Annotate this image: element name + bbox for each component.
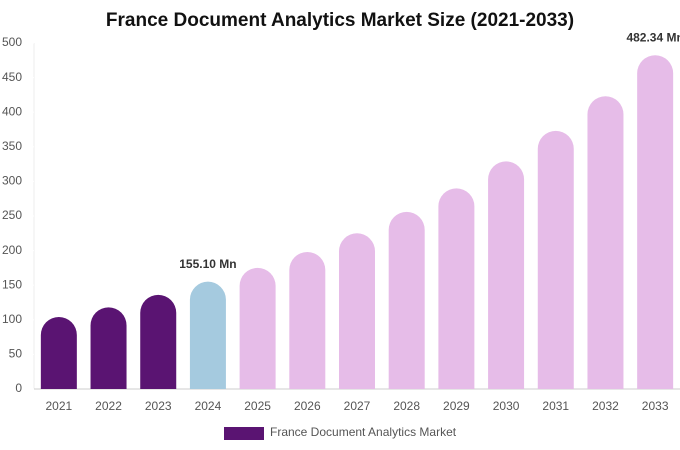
- y-tick-label: 200: [2, 243, 22, 257]
- value-label: 482.34 Mn: [626, 30, 680, 44]
- x-tick-label: 2024: [195, 399, 222, 413]
- y-tick-label: 50: [9, 347, 23, 361]
- y-tick-label: 350: [2, 139, 22, 153]
- bar: [289, 251, 326, 389]
- y-tick-label: 450: [2, 70, 22, 84]
- bar: [40, 317, 77, 389]
- x-tick-label: 2029: [443, 399, 470, 413]
- x-tick-label: 2022: [95, 399, 122, 413]
- x-tick-label: 2025: [244, 399, 271, 413]
- x-tick-label: 2023: [145, 399, 172, 413]
- bar: [637, 55, 674, 390]
- x-tick-label: 2026: [294, 399, 321, 413]
- bar: [239, 267, 276, 389]
- y-tick-label: 0: [15, 381, 22, 395]
- x-tick-label: 2033: [642, 399, 669, 413]
- bar: [140, 294, 177, 389]
- bar: [189, 281, 226, 389]
- x-tick-label: 2030: [493, 399, 520, 413]
- x-tick-label: 2031: [542, 399, 569, 413]
- bar: [339, 233, 375, 389]
- bar: [488, 161, 525, 389]
- x-tick-label: 2028: [393, 399, 420, 413]
- y-tick-label: 500: [2, 35, 22, 49]
- x-tick-label: 2027: [344, 399, 371, 413]
- bar: [537, 130, 574, 389]
- bar: [90, 307, 127, 389]
- legend-swatch: [224, 427, 264, 440]
- y-tick-label: 100: [2, 312, 22, 326]
- y-tick-label: 300: [2, 174, 22, 188]
- x-tick-label: 2032: [592, 399, 619, 413]
- value-label: 155.10 Mn: [179, 257, 236, 271]
- y-tick-label: 250: [2, 208, 22, 222]
- y-tick-label: 150: [2, 277, 22, 291]
- bar: [438, 188, 475, 389]
- legend-label: France Document Analytics Market: [270, 425, 457, 439]
- y-tick-label: 400: [2, 104, 22, 118]
- bar: [388, 211, 425, 389]
- bar: [587, 96, 624, 389]
- x-tick-label: 2021: [45, 399, 72, 413]
- chart-title: France Document Analytics Market Size (2…: [106, 10, 574, 31]
